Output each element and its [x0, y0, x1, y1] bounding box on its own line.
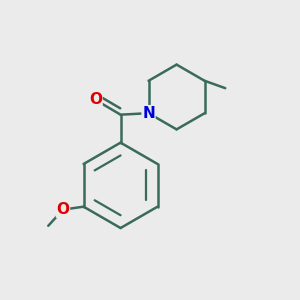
Text: N: N — [142, 106, 155, 121]
Text: O: O — [56, 202, 70, 217]
Text: O: O — [89, 92, 102, 107]
